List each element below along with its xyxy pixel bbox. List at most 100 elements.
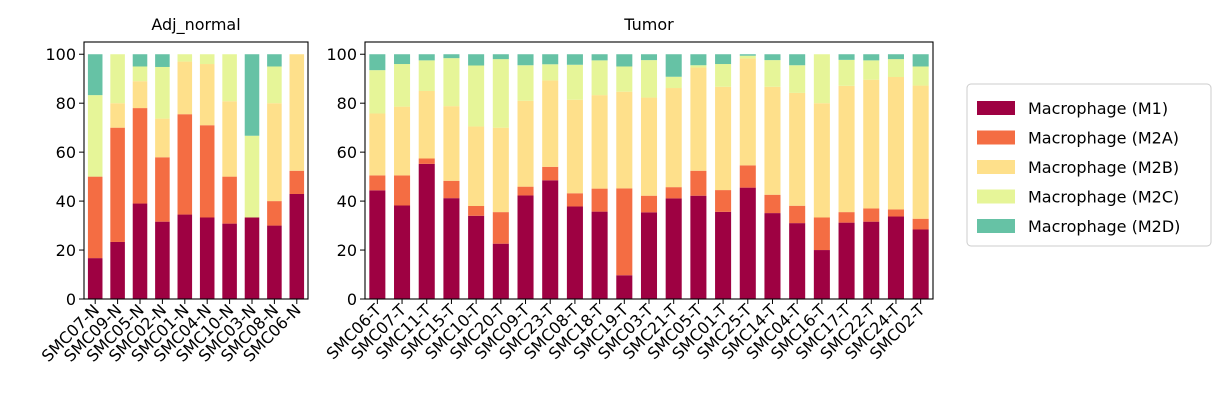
bar-segment bbox=[394, 54, 411, 65]
bar-segment bbox=[739, 55, 756, 59]
bar-segment bbox=[838, 59, 855, 86]
bar-segment bbox=[443, 198, 460, 299]
bar-segment bbox=[199, 64, 215, 126]
bar-segment bbox=[468, 215, 485, 299]
bar-segment bbox=[369, 113, 386, 176]
bar-segment bbox=[492, 59, 509, 128]
bar-segment bbox=[789, 92, 806, 206]
bar-segment bbox=[566, 64, 583, 100]
bar-segment bbox=[267, 201, 282, 226]
bar-segment bbox=[739, 165, 756, 188]
bar-segment bbox=[764, 60, 781, 87]
bar-segment bbox=[132, 108, 148, 204]
bar-segment bbox=[690, 195, 707, 299]
y-tick-label: 60 bbox=[56, 143, 76, 162]
bar-segment bbox=[616, 54, 633, 67]
bar-segment bbox=[690, 170, 707, 196]
y-tick-label: 0 bbox=[66, 290, 76, 309]
legend-label: Macrophage (M2B) bbox=[1028, 158, 1179, 177]
bar-segment bbox=[177, 54, 193, 62]
chart-title: Tumor bbox=[623, 15, 674, 34]
bar-segment bbox=[468, 54, 485, 66]
bar-segment bbox=[715, 54, 732, 65]
y-tick-label: 60 bbox=[337, 143, 357, 162]
bar-segment bbox=[789, 223, 806, 299]
bar-segment bbox=[87, 258, 103, 299]
bar-segment bbox=[789, 54, 806, 66]
bar-segment bbox=[665, 76, 682, 89]
bar-segment bbox=[789, 65, 806, 93]
bar-segment bbox=[789, 205, 806, 224]
bar-segment bbox=[267, 66, 282, 104]
bar-segment bbox=[591, 60, 608, 96]
y-tick-label: 80 bbox=[337, 94, 357, 113]
bar-segment bbox=[690, 65, 707, 68]
legend-swatch bbox=[977, 130, 1015, 145]
bar-segment bbox=[566, 54, 583, 65]
bar-segment bbox=[110, 241, 125, 299]
bar-segment bbox=[492, 212, 509, 244]
bar-segment bbox=[517, 100, 534, 187]
bar-segment bbox=[267, 103, 282, 202]
bar-segment bbox=[443, 180, 460, 199]
bar-segment bbox=[418, 54, 435, 61]
bar-segment bbox=[132, 81, 148, 109]
bar-segment bbox=[912, 66, 929, 86]
bar-segment bbox=[394, 175, 411, 206]
bar-segment bbox=[715, 190, 732, 212]
legend-label: Macrophage (M1) bbox=[1028, 99, 1168, 118]
bar-segment bbox=[863, 60, 880, 80]
bar-segment bbox=[517, 186, 534, 196]
bar-segment bbox=[665, 54, 682, 77]
bar-segment bbox=[640, 195, 658, 213]
bar-segment bbox=[418, 60, 435, 91]
bar-segment bbox=[566, 206, 583, 299]
bar-segment bbox=[177, 214, 193, 299]
bar-segment bbox=[813, 103, 830, 218]
bar-segment bbox=[369, 70, 386, 114]
tumor-chart: 020406080100SMC06-TSMC07-TSMC11-TSMC15-T… bbox=[323, 15, 934, 363]
bar-segment bbox=[665, 88, 682, 188]
bar-segment bbox=[289, 54, 305, 171]
bar-segment bbox=[566, 193, 583, 207]
bar-segment bbox=[132, 54, 148, 67]
bar-segment bbox=[616, 188, 633, 276]
bar-segment bbox=[838, 54, 855, 60]
bar-segment bbox=[492, 127, 509, 213]
bar-segment bbox=[912, 218, 929, 230]
bar-segment bbox=[418, 90, 435, 159]
bar-segment bbox=[887, 59, 904, 77]
bar-segment bbox=[155, 157, 170, 222]
legend-label: Macrophage (M2D) bbox=[1028, 217, 1180, 236]
bar-segment bbox=[690, 54, 707, 66]
legend-swatch bbox=[977, 219, 1015, 233]
bar-segment bbox=[838, 222, 855, 299]
bar-segment bbox=[813, 54, 830, 104]
bar-segment bbox=[591, 188, 608, 212]
legend-swatch bbox=[977, 160, 1015, 174]
bar-segment bbox=[739, 54, 756, 56]
bar-segment bbox=[155, 54, 170, 67]
bar-segment bbox=[739, 187, 756, 299]
chart-title: Adj_normal bbox=[151, 15, 240, 35]
y-tick-label: 40 bbox=[56, 192, 76, 211]
y-tick-label: 0 bbox=[347, 290, 357, 309]
bar-segment bbox=[887, 216, 904, 299]
bar-segment bbox=[418, 163, 435, 299]
bar-segment bbox=[887, 209, 904, 217]
bar-segment bbox=[87, 95, 103, 177]
bar-segment bbox=[715, 86, 732, 191]
bar-segment bbox=[222, 101, 237, 177]
bar-segment bbox=[369, 190, 386, 299]
bar-segment bbox=[199, 125, 215, 218]
bar-segment bbox=[640, 212, 658, 299]
bar-segment bbox=[591, 54, 608, 61]
bar-segment bbox=[616, 275, 633, 299]
bar-segment bbox=[244, 54, 260, 136]
bar-segment bbox=[443, 54, 460, 59]
bar-segment bbox=[542, 166, 559, 181]
bar-segment bbox=[517, 195, 534, 299]
bar-segment bbox=[222, 223, 237, 299]
bar-segment bbox=[517, 65, 534, 101]
bar-segment bbox=[492, 54, 509, 60]
